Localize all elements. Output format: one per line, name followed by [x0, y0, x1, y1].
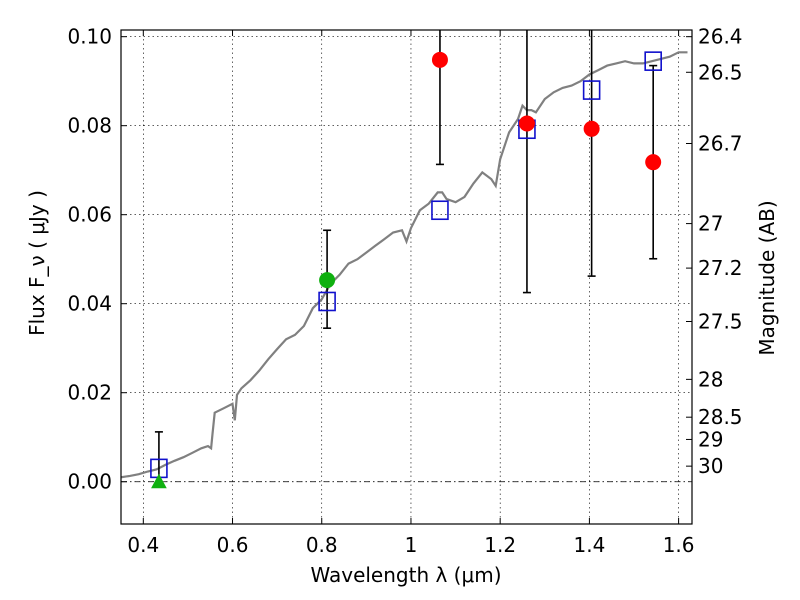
right-tick-label: 26.4: [698, 25, 743, 49]
y-tick-label: 0.10: [67, 25, 112, 49]
open-square-marker: [644, 51, 662, 71]
x-tick-label: 1.6: [663, 533, 695, 557]
y-tick-label: 0.02: [67, 381, 112, 405]
right-tick-label: 27.5: [698, 310, 743, 334]
right-tick-label: 27: [698, 212, 723, 236]
x-tick-label: 1: [405, 533, 418, 557]
right-tick-label: 29: [698, 427, 723, 451]
right-axis-label: Magnitude (AB): [755, 200, 779, 355]
right-tick-label: 26.7: [698, 131, 743, 155]
x-tick-label: 1.2: [484, 533, 516, 557]
right-tick-label: 28: [698, 367, 723, 391]
open-square-marker: [582, 80, 601, 100]
y-tick-label: 0.06: [67, 203, 112, 227]
plot-frame: [120, 29, 693, 525]
x-tick-label: 0.4: [127, 533, 159, 557]
x-axis-label: Wavelength λ (μm): [310, 563, 501, 587]
filled-circle-marker: [319, 272, 336, 289]
axis-ticks: 0.4 0.6 0.8 1 1.2 1.4 1.6 0.00 0.02 0.04 0.06 0.08 0…: [67, 25, 742, 557]
triangle-marker: [151, 473, 167, 489]
right-tick-label: 27.2: [698, 256, 743, 280]
x-tick-label: 0.8: [306, 533, 338, 557]
data-points-layer: [150, 30, 662, 489]
x-tick-label: 1.4: [573, 533, 605, 557]
right-tick-label: 26.5: [698, 60, 743, 84]
y-tick-label: 0.00: [67, 470, 112, 494]
filled-circle-marker: [645, 154, 662, 171]
model-spectrum-layer: [121, 51, 688, 479]
filled-circle-marker: [583, 120, 600, 137]
y-axis-label: Flux F_ν ( μJy ): [25, 190, 49, 336]
x-tick-label: 0.6: [217, 533, 249, 557]
model-spectrum-line: [121, 51, 688, 479]
y-tick-label: 0.08: [67, 114, 112, 138]
grid-lines: [121, 30, 692, 524]
open-square-marker: [431, 200, 449, 221]
right-tick-label: 30: [698, 454, 723, 478]
open-square-marker: [318, 291, 336, 312]
right-tick-label: 28.5: [698, 405, 743, 429]
y-tick-label: 0.04: [67, 292, 112, 316]
filled-circle-marker: [518, 115, 535, 132]
filled-circle-marker: [431, 51, 448, 68]
